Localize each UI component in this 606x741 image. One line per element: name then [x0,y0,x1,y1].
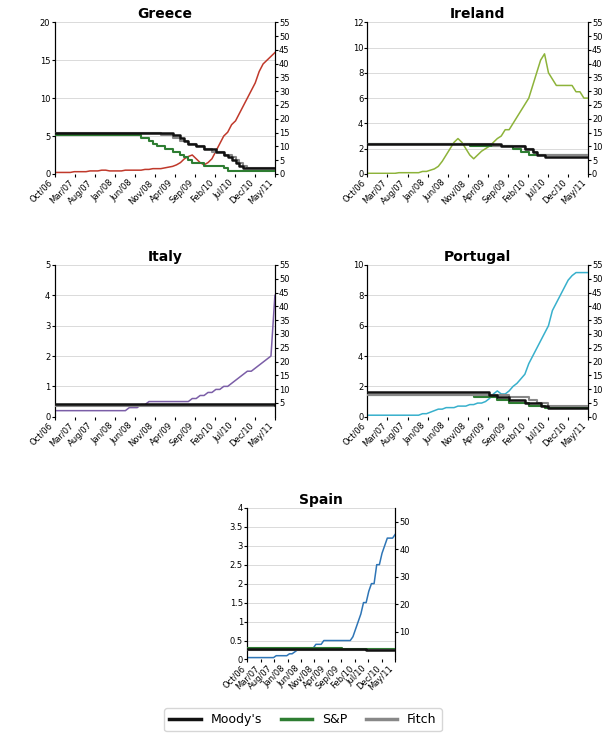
Title: Italy: Italy [147,250,182,264]
Legend: Moody's, S&P, Fitch: Moody's, S&P, Fitch [164,708,442,731]
Title: Greece: Greece [137,7,192,21]
Title: Portugal: Portugal [444,250,511,264]
Title: Ireland: Ireland [450,7,505,21]
Title: Spain: Spain [299,493,343,507]
